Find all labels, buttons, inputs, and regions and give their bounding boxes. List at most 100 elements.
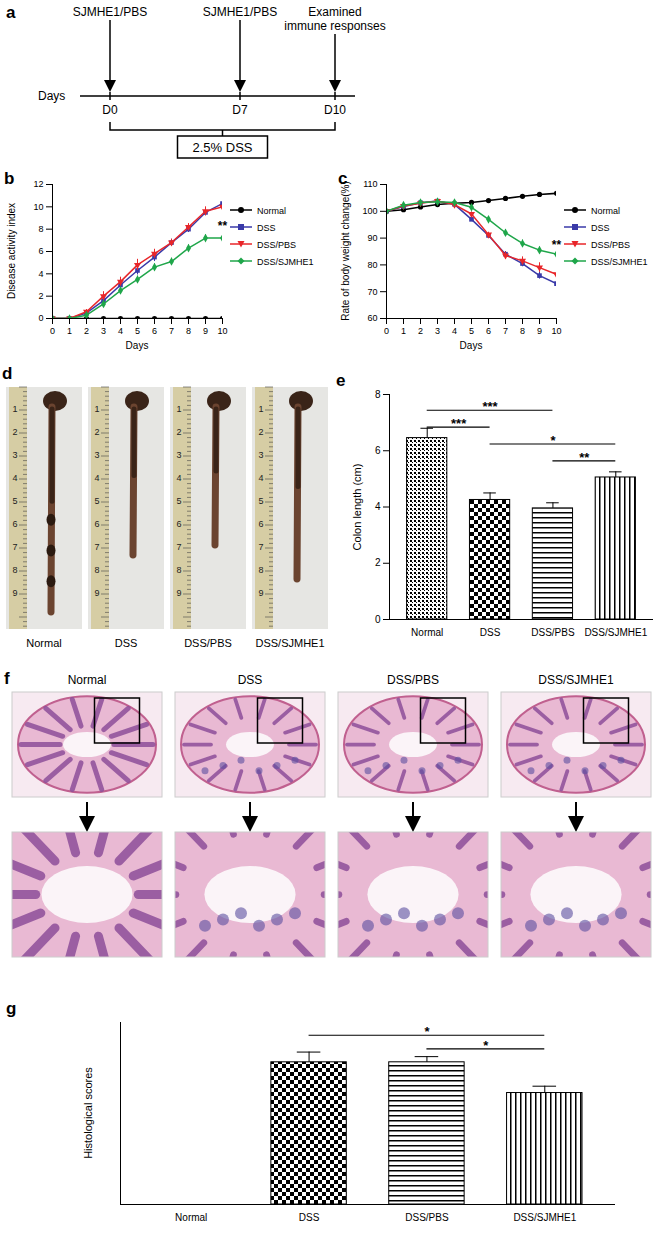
svg-text:DSS/PBS: DSS/PBS	[387, 673, 439, 687]
svg-text:DSS/SJMHE1: DSS/SJMHE1	[538, 673, 614, 687]
svg-text:7: 7	[176, 542, 181, 552]
svg-text:10: 10	[33, 202, 43, 212]
svg-text:4: 4	[452, 326, 457, 336]
svg-text:60: 60	[367, 313, 377, 323]
svg-text:DSS/SJMHE1: DSS/SJMHE1	[584, 627, 647, 638]
svg-text:immune responses: immune responses	[284, 19, 385, 33]
svg-text:2.5% DSS: 2.5% DSS	[193, 140, 253, 155]
svg-text:70: 70	[367, 287, 377, 297]
svg-text:7: 7	[258, 542, 263, 552]
svg-text:6: 6	[258, 519, 263, 529]
svg-text:10: 10	[551, 326, 561, 336]
svg-text:6: 6	[38, 246, 43, 256]
svg-text:2: 2	[94, 427, 99, 437]
svg-text:3: 3	[101, 326, 106, 336]
svg-text:*: *	[424, 1024, 430, 1039]
svg-text:2: 2	[84, 326, 89, 336]
svg-text:***: ***	[482, 399, 498, 414]
svg-text:4: 4	[94, 473, 99, 483]
svg-text:2: 2	[375, 557, 381, 568]
svg-text:2: 2	[258, 427, 263, 437]
svg-text:90: 90	[367, 233, 377, 243]
svg-text:1: 1	[94, 404, 99, 414]
svg-text:DSS/SJMHE1: DSS/SJMHE1	[513, 1212, 576, 1223]
svg-text:7: 7	[12, 542, 17, 552]
svg-text:5: 5	[135, 326, 140, 336]
svg-text:0: 0	[50, 326, 55, 336]
svg-text:0: 0	[38, 313, 43, 323]
svg-text:D0: D0	[102, 103, 118, 117]
svg-text:3: 3	[435, 326, 440, 336]
svg-text:**: **	[218, 219, 228, 233]
svg-text:DSS: DSS	[115, 637, 138, 649]
svg-text:110: 110	[363, 179, 377, 189]
svg-text:1: 1	[67, 326, 72, 336]
svg-text:DSS: DSS	[238, 673, 263, 687]
svg-text:SJMHE1/PBS: SJMHE1/PBS	[203, 5, 278, 19]
svg-text:4: 4	[258, 473, 263, 483]
svg-text:8: 8	[520, 326, 525, 336]
svg-text:5: 5	[469, 326, 474, 336]
svg-text:SJMHE1/PBS: SJMHE1/PBS	[73, 5, 148, 19]
svg-text:2: 2	[176, 427, 181, 437]
svg-text:8: 8	[176, 565, 181, 575]
svg-text:a: a	[6, 3, 16, 22]
svg-text:80: 80	[367, 260, 377, 270]
svg-text:6: 6	[375, 445, 381, 456]
svg-text:4: 4	[118, 326, 123, 336]
svg-text:DSS: DSS	[299, 1212, 320, 1223]
svg-text:6: 6	[12, 519, 17, 529]
svg-text:9: 9	[203, 326, 208, 336]
svg-text:6: 6	[176, 519, 181, 529]
svg-text:7: 7	[169, 326, 174, 336]
svg-text:12: 12	[33, 179, 43, 189]
svg-text:9: 9	[176, 588, 181, 598]
svg-text:**: **	[552, 238, 562, 252]
svg-text:8: 8	[375, 389, 381, 400]
svg-text:3: 3	[94, 450, 99, 460]
svg-text:100: 100	[362, 206, 377, 216]
svg-text:1: 1	[401, 326, 406, 336]
svg-text:8: 8	[258, 565, 263, 575]
svg-text:7: 7	[94, 542, 99, 552]
svg-text:5: 5	[258, 496, 263, 506]
svg-text:DSS/PBS: DSS/PBS	[257, 240, 296, 250]
svg-text:*: *	[483, 1038, 489, 1053]
svg-text:4: 4	[176, 473, 181, 483]
svg-text:4: 4	[38, 269, 43, 279]
svg-text:3: 3	[176, 450, 181, 460]
svg-text:10: 10	[217, 326, 227, 336]
svg-text:6: 6	[152, 326, 157, 336]
svg-text:*: *	[550, 433, 556, 448]
svg-text:d: d	[2, 364, 12, 383]
svg-text:D7: D7	[232, 103, 248, 117]
svg-text:DSS/PBS: DSS/PBS	[531, 627, 575, 638]
svg-text:6: 6	[94, 519, 99, 529]
svg-text:Examined: Examined	[308, 5, 361, 19]
svg-text:1: 1	[12, 404, 17, 414]
svg-text:DSS/PBS: DSS/PBS	[184, 637, 232, 649]
svg-text:8: 8	[186, 326, 191, 336]
svg-text:5: 5	[176, 496, 181, 506]
svg-text:9: 9	[94, 588, 99, 598]
svg-text:Normal: Normal	[411, 627, 443, 638]
svg-text:Normal: Normal	[26, 637, 61, 649]
svg-text:2: 2	[38, 291, 43, 301]
svg-text:2: 2	[418, 326, 423, 336]
svg-text:8: 8	[12, 565, 17, 575]
svg-text:9: 9	[258, 588, 263, 598]
svg-text:6: 6	[486, 326, 491, 336]
svg-text:5: 5	[94, 496, 99, 506]
svg-text:Normal: Normal	[68, 673, 107, 687]
svg-text:DSS/SJMHE1: DSS/SJMHE1	[257, 257, 314, 267]
svg-text:Normal: Normal	[175, 1212, 207, 1223]
svg-text:DSS: DSS	[591, 223, 610, 233]
svg-text:1: 1	[258, 404, 263, 414]
svg-text:4: 4	[12, 473, 17, 483]
svg-text:9: 9	[12, 588, 17, 598]
svg-text:0: 0	[375, 614, 381, 625]
svg-text:Normal: Normal	[257, 206, 286, 216]
svg-text:4: 4	[375, 501, 381, 512]
svg-text:Days: Days	[38, 89, 65, 103]
svg-text:DSS/SJMHE1: DSS/SJMHE1	[255, 637, 324, 649]
